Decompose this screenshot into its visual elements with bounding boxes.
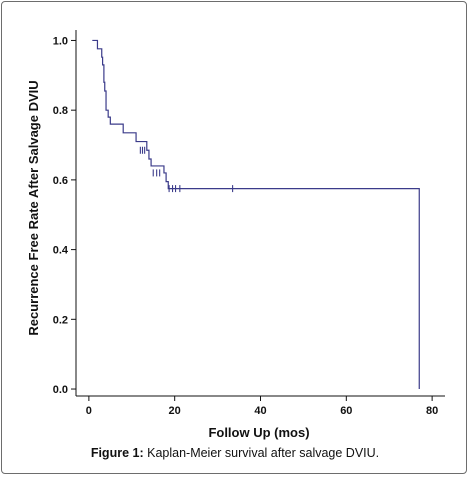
x-tick-label: 80 [426, 405, 438, 417]
x-axis-label: Follow Up (mos) [208, 425, 309, 440]
y-tick-label: 0.0 [53, 384, 68, 396]
x-tick-label: 0 [86, 405, 92, 417]
y-axis-label: Recurrence Free Rate After Salvage DVIU [26, 80, 41, 335]
plot-area [92, 39, 420, 390]
x-tick-label: 40 [254, 405, 266, 417]
y-tick-label: 0.8 [53, 105, 68, 117]
axes-group: 0.0 0.2 0.4 0.6 0.8 1.0 0 20 40 60 80 [53, 30, 445, 417]
figure-caption: Figure 1: Kaplan-Meier survival after sa… [0, 446, 470, 460]
survival-curve [92, 39, 420, 390]
caption-text: Kaplan-Meier survival after salvage DVIU… [147, 446, 380, 460]
y-tick-label: 1.0 [53, 35, 68, 47]
y-tick-label: 0.6 [53, 175, 68, 187]
caption-label: Figure 1: [90, 446, 144, 460]
x-tick-label: 20 [169, 405, 181, 417]
y-tick-label: 0.2 [53, 314, 68, 326]
y-tick-label: 0.4 [53, 245, 69, 257]
x-tick-label: 60 [340, 405, 352, 417]
kaplan-meier-chart: 0.0 0.2 0.4 0.6 0.8 1.0 0 20 40 60 80 Follow Up (m… [26, 30, 445, 440]
